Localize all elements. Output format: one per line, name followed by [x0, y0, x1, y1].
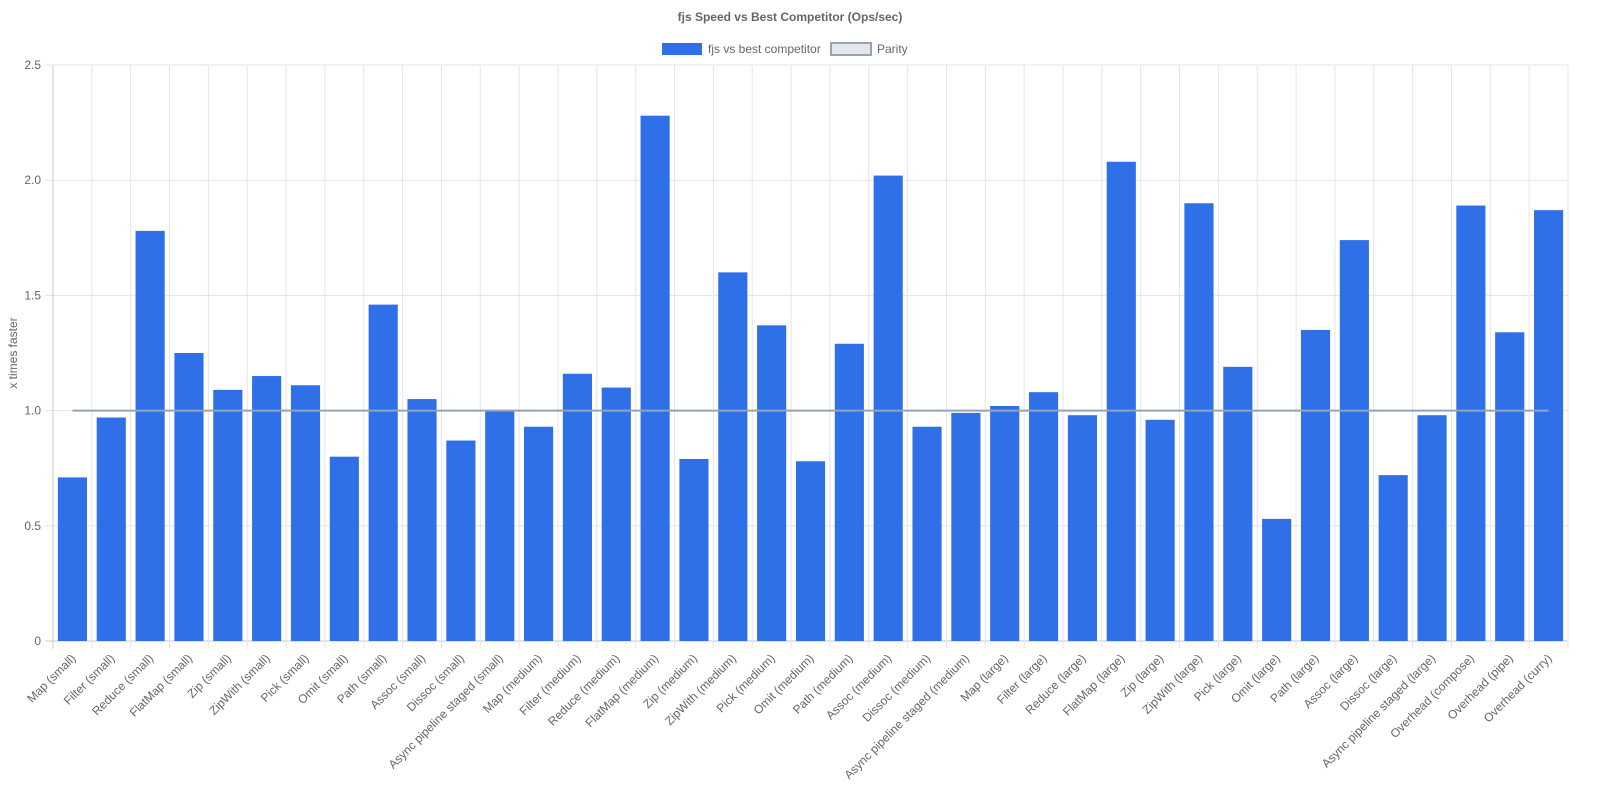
bar — [795, 461, 826, 641]
legend: fjs vs best competitor Parity — [662, 42, 908, 56]
y-tick-label: 2.0 — [24, 173, 41, 187]
bar — [1378, 475, 1408, 641]
bar — [1145, 419, 1175, 641]
bar — [135, 230, 165, 641]
y-tick-label: 0 — [34, 634, 41, 648]
bar — [834, 343, 864, 641]
bar — [757, 325, 787, 641]
bar — [1262, 518, 1292, 641]
x-tick-label: ZipWith (medium) — [662, 651, 739, 728]
bar — [1184, 203, 1214, 642]
bar — [1067, 415, 1097, 641]
legend-label-bars: fjs vs best competitor — [708, 42, 821, 56]
y-tick-label: 2.5 — [24, 58, 41, 72]
bar — [407, 399, 437, 641]
bar — [1029, 392, 1059, 641]
bar — [1300, 329, 1331, 641]
bar — [679, 458, 709, 641]
legend-swatch-bars — [662, 43, 702, 55]
y-tick-label: 0.5 — [24, 519, 41, 533]
bar — [1417, 415, 1447, 641]
legend-swatch-parity — [830, 42, 872, 56]
x-tick-label: Reduce (medium) — [545, 651, 622, 728]
bar — [1339, 240, 1369, 641]
y-tick-label: 1.5 — [24, 288, 41, 302]
x-tick-label: Dissoc (medium) — [860, 651, 934, 725]
bar — [96, 417, 126, 641]
bar — [1106, 161, 1136, 641]
bar — [1223, 366, 1253, 641]
bar — [1456, 205, 1486, 641]
bar — [57, 477, 87, 641]
bar — [213, 389, 243, 641]
bar — [562, 373, 592, 641]
bar — [290, 385, 321, 641]
bar — [524, 426, 554, 641]
bar — [329, 456, 359, 641]
bar — [951, 412, 981, 641]
bar — [640, 115, 670, 642]
y-tick-label: 1.0 — [24, 404, 41, 418]
y-axis-label: x times faster — [6, 317, 20, 388]
bar — [174, 353, 204, 641]
bar — [1534, 210, 1564, 642]
bar — [601, 387, 631, 641]
x-tick-label: Overhead (curry) — [1481, 651, 1555, 725]
bar — [252, 376, 282, 641]
chart-title: fjs Speed vs Best Competitor (Ops/sec) — [678, 10, 903, 24]
legend-label-parity: Parity — [877, 42, 908, 56]
bar — [1495, 332, 1525, 641]
bar — [990, 405, 1020, 641]
bar — [446, 440, 476, 641]
bar — [485, 410, 515, 641]
bar — [912, 426, 942, 641]
bar — [718, 272, 748, 641]
bar — [368, 304, 398, 641]
bar — [873, 175, 903, 642]
